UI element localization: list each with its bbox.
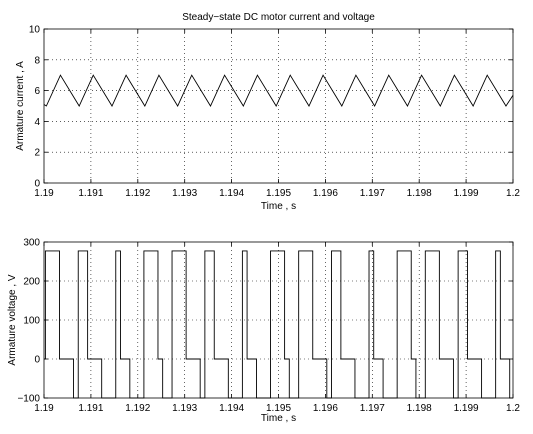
y-axis-label: Armature voltage , V — [7, 274, 18, 365]
x-tick-label: 1.195 — [266, 403, 291, 414]
y-tick-label: 8 — [34, 55, 40, 66]
x-tick-label: 1.192 — [125, 188, 150, 199]
series-line — [43, 74, 514, 107]
x-tick-label: 1.191 — [78, 403, 103, 414]
x-tick-label: 1.191 — [78, 188, 103, 199]
x-tick-label: 1.193 — [172, 403, 197, 414]
x-tick-label: 1.194 — [219, 188, 244, 199]
y-axis-label: Armature current , A — [15, 61, 26, 151]
x-axis-label: Time , s — [261, 413, 296, 424]
x-tick-label: 1.198 — [407, 403, 432, 414]
x-tick-label: 1.197 — [360, 188, 385, 199]
x-tick-label: 1.19 — [34, 403, 54, 414]
voltage-plot: 1.19 1.191 1.192 1.193 1.194 1.195 1.196 1.197 1… — [7, 238, 520, 425]
x-tick-label: 1.196 — [313, 403, 338, 414]
y-tick-label: −100 — [17, 394, 40, 405]
y-tick-label: 0 — [34, 179, 40, 190]
x-tick-label: 1.195 — [266, 188, 291, 199]
series-line — [44, 250, 513, 399]
x-tick-label: 1.19 — [34, 188, 54, 199]
y-tick-label: 100 — [23, 316, 40, 327]
x-tick-label: 1.197 — [360, 403, 385, 414]
y-tick-label: 200 — [23, 277, 40, 288]
y-tick-label: 10 — [29, 25, 41, 36]
x-tick-label: 1.193 — [172, 188, 197, 199]
y-tick-label: 4 — [34, 117, 40, 128]
x-tick-label: 1.2 — [506, 403, 520, 414]
x-tick-label: 1.199 — [454, 403, 479, 414]
y-tick-label: 2 — [34, 148, 40, 159]
x-axis-label: Time , s — [261, 201, 296, 212]
x-tick-label: 1.199 — [454, 188, 479, 199]
x-tick-label: 1.192 — [125, 403, 150, 414]
x-tick-label: 1.198 — [407, 188, 432, 199]
y-tick-label: 0 — [34, 355, 40, 366]
x-tick-label: 1.2 — [506, 188, 520, 199]
x-tick-label: 1.196 — [313, 188, 338, 199]
current-plot: 1.19 1.191 1.192 1.193 1.194 1.195 1.196 1.197 1… — [15, 12, 520, 212]
chart-title: Steady−state DC motor current and voltag… — [182, 12, 375, 23]
x-tick-label: 1.194 — [219, 403, 244, 414]
y-tick-label: 6 — [34, 86, 40, 97]
y-tick-label: 300 — [23, 238, 40, 249]
